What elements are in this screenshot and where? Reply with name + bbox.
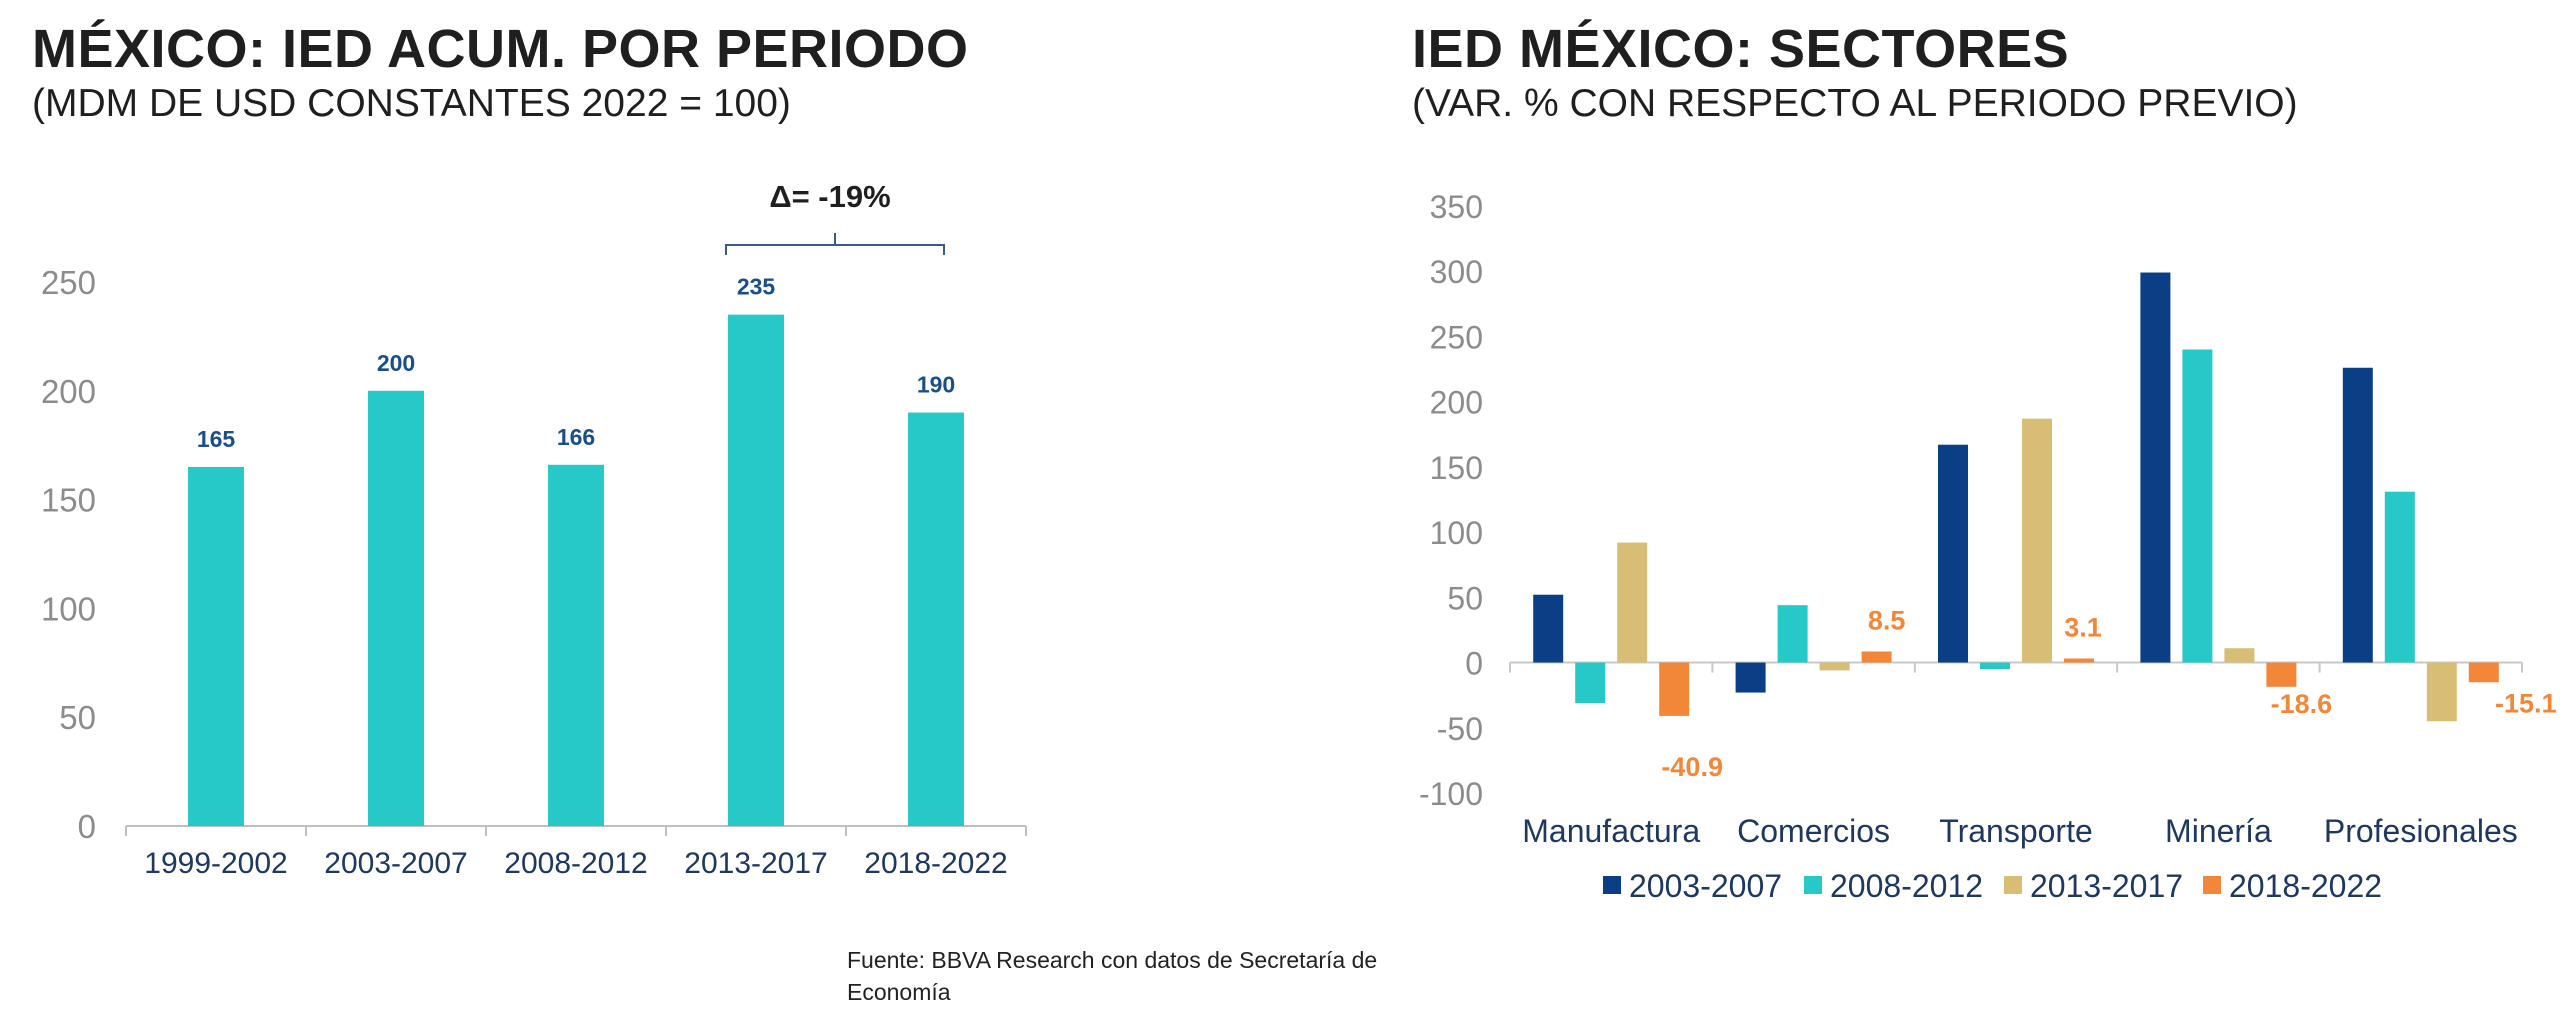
right-bar-2018-2022 xyxy=(1659,662,1690,716)
left-y-tick-label: 0 xyxy=(78,808,96,845)
right-bar-2018-2022 xyxy=(1861,651,1892,663)
right-bar-2018-2022 xyxy=(2266,662,2297,687)
left-y-tick-label: 100 xyxy=(41,590,96,627)
right-category-label: Manufactura xyxy=(1522,813,1700,849)
right-bar-2013-2017 xyxy=(2022,418,2052,663)
right-bar-2018-2022 xyxy=(2468,662,2499,683)
right-y-tick-label: 300 xyxy=(1430,254,1483,290)
right-bar-2003-2007 xyxy=(1533,594,1564,663)
left-bar xyxy=(728,314,784,826)
left-bar-value-label: 190 xyxy=(917,372,955,398)
left-category-label: 2013-2017 xyxy=(684,847,827,880)
right-bar-2003-2007 xyxy=(2342,367,2373,663)
left-bar xyxy=(368,390,424,826)
right-bar-2003-2007 xyxy=(1938,444,1968,663)
left-category-label: 2018-2022 xyxy=(864,847,1007,880)
legend-swatch xyxy=(2004,876,2022,894)
right-highlight-value-label: 8.5 xyxy=(1868,605,1906,635)
legend-label: 2018-2022 xyxy=(2229,868,2382,904)
right-category-label: Transporte xyxy=(1939,813,2093,849)
right-bar-2008-2012 xyxy=(2384,491,2415,663)
left-bar-value-label: 235 xyxy=(737,274,776,300)
left-y-tick-label: 50 xyxy=(59,699,96,736)
left-y-tick-label: 200 xyxy=(41,373,96,410)
delta-bracket xyxy=(725,233,945,255)
left-chart-title: MÉXICO: IED ACUM. POR PERIODO xyxy=(32,19,969,79)
right-bar-2003-2007 xyxy=(1735,662,1766,693)
right-chart-subtitle: (VAR. % CON RESPECTO AL PERIODO PREVIO) xyxy=(1412,82,2298,125)
right-bar-2008-2012 xyxy=(1777,605,1808,663)
left-bar xyxy=(908,412,964,826)
legend-label: 2008-2012 xyxy=(1830,868,1983,904)
right-y-tick-label: -100 xyxy=(1419,776,1483,812)
right-highlight-value-label: -15.1 xyxy=(2495,688,2557,718)
left-bar-value-label: 200 xyxy=(377,350,415,376)
right-y-tick-label: 200 xyxy=(1430,385,1483,421)
left-category-label: 2003-2007 xyxy=(324,847,467,880)
left-y-tick-label: 150 xyxy=(41,482,96,519)
left-bar xyxy=(548,464,604,826)
legend-swatch xyxy=(2203,876,2221,894)
right-highlight-value-label: -40.9 xyxy=(1661,752,1723,782)
right-bar-2013-2017 xyxy=(2426,662,2457,722)
right-bar-2008-2012 xyxy=(1980,662,2010,670)
left-category-label: 1999-2002 xyxy=(144,847,287,880)
left-chart-subtitle: (MDM DE USD CONSTANTES 2022 = 100) xyxy=(32,82,791,125)
right-category-label: Comercios xyxy=(1737,813,1890,849)
right-chart-title: IED MÉXICO: SECTORES xyxy=(1412,19,2070,79)
fdi-sectors-bar-chart: -100 -50 0 50 100 150 200 250 300 350 -40.9 Manufac… xyxy=(1419,189,2557,904)
right-highlight-value-label: 3.1 xyxy=(2064,613,2102,643)
right-category-label: Minería xyxy=(2165,813,2272,849)
left-bar xyxy=(188,466,244,826)
legend-swatch xyxy=(1804,876,1822,894)
right-y-tick-label: 50 xyxy=(1447,580,1483,616)
right-bar-2013-2017 xyxy=(1617,542,1648,663)
legend-label: 2013-2017 xyxy=(2030,868,2183,904)
left-category-label: 2008-2012 xyxy=(504,847,647,880)
right-bar-2003-2007 xyxy=(2140,272,2171,663)
left-bar-value-label: 165 xyxy=(197,426,236,452)
legend-label: 2003-2007 xyxy=(1629,868,1782,904)
source-note: Fuente: BBVA Research con datos de Secre… xyxy=(847,947,1378,1005)
right-bar-2013-2017 xyxy=(2224,648,2255,663)
left-y-tick-label: 250 xyxy=(41,264,96,301)
right-y-tick-label: 350 xyxy=(1430,189,1483,225)
right-bar-2008-2012 xyxy=(1575,662,1606,703)
right-bar-2008-2012 xyxy=(2182,349,2213,663)
right-y-tick-label: 0 xyxy=(1465,646,1483,682)
fdi-cumulative-bar-chart: 0 50 100 150 200 250 165 1999-2002 200 2003-2007 1… xyxy=(41,179,1027,880)
right-bar-2018-2022 xyxy=(2064,658,2094,663)
right-y-tick-label: 150 xyxy=(1430,450,1483,486)
right-bar-2013-2017 xyxy=(1819,662,1850,671)
right-category-label: Profesionales xyxy=(2324,813,2518,849)
left-bar-value-label: 166 xyxy=(557,424,595,450)
right-y-tick-label: 250 xyxy=(1430,319,1483,355)
right-y-tick-label: 100 xyxy=(1430,515,1483,551)
legend-swatch xyxy=(1603,876,1621,894)
delta-annotation: Δ= -19% xyxy=(769,179,890,214)
right-highlight-value-label: -18.6 xyxy=(2271,689,2333,719)
right-y-tick-label: -50 xyxy=(1437,711,1483,747)
